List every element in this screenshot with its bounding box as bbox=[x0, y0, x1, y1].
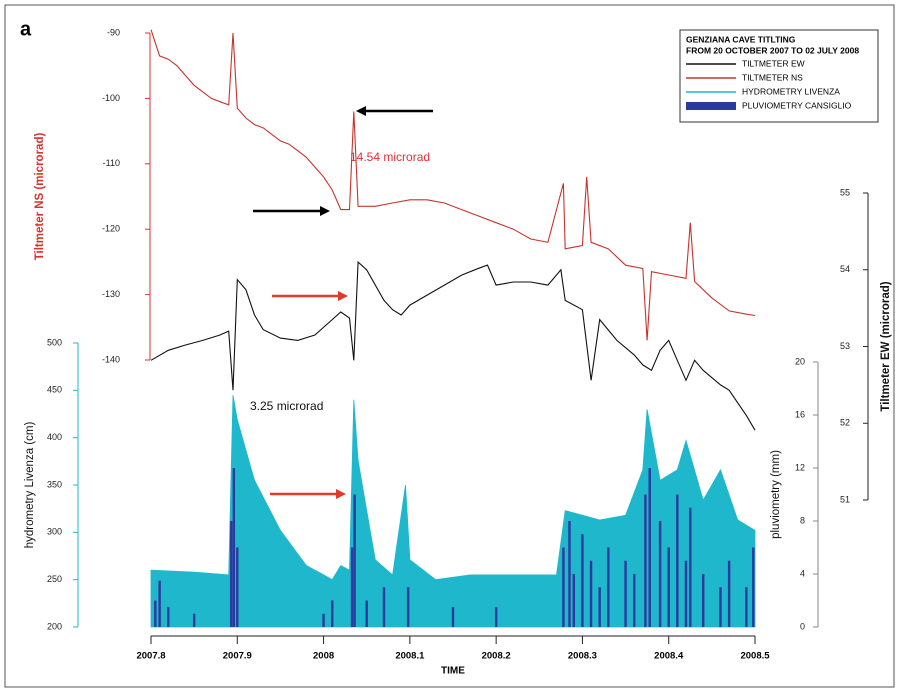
y-tick-label: 350 bbox=[47, 479, 62, 489]
y-tick-label: 12 bbox=[795, 462, 805, 472]
rain-bar bbox=[154, 600, 157, 627]
rain-bar bbox=[382, 587, 386, 627]
rain-bar bbox=[719, 587, 722, 627]
rain-bar bbox=[581, 534, 584, 627]
y-tick-label: 450 bbox=[47, 385, 62, 395]
rain-bar bbox=[684, 560, 688, 627]
y-tick-label: -140 bbox=[102, 354, 120, 364]
rain-bar bbox=[365, 600, 368, 627]
rain-bar bbox=[658, 521, 662, 627]
rain-bar bbox=[633, 574, 636, 627]
y-tick-label: 400 bbox=[47, 432, 62, 442]
rain-bar bbox=[598, 587, 601, 627]
y-tick-label: 54 bbox=[840, 264, 850, 274]
legend-title: FROM 20 OCTOBER 2007 TO 02 JULY 2008 bbox=[686, 45, 859, 55]
y-tick-label: 20 bbox=[795, 356, 805, 366]
legend-swatch bbox=[686, 102, 736, 110]
rain-bar bbox=[568, 521, 571, 627]
y-tick-label: 4 bbox=[800, 568, 805, 578]
rain-bar bbox=[752, 547, 755, 627]
rain-bar bbox=[232, 468, 236, 627]
rain-bar bbox=[406, 587, 410, 627]
legend-label: TILTMETER EW bbox=[742, 58, 805, 68]
x-tick-label: 2008.2 bbox=[482, 651, 511, 662]
rain-bar bbox=[158, 580, 161, 627]
rain-bar bbox=[607, 547, 610, 627]
rain-bar bbox=[322, 613, 325, 627]
legend-label: PLUVIOMETRY CANSIGLIO bbox=[742, 100, 852, 110]
annotation: 14.54 microrad bbox=[350, 150, 430, 164]
y-tick-label: -130 bbox=[102, 289, 120, 299]
y-tick-label: -120 bbox=[102, 224, 120, 234]
arrows bbox=[253, 106, 433, 499]
y-tick-label: -100 bbox=[102, 93, 120, 103]
rain-bar bbox=[236, 547, 239, 627]
rain-bar bbox=[572, 574, 575, 627]
x-tick-label: 2008.1 bbox=[395, 651, 425, 662]
legend-label: TILTMETER NS bbox=[742, 72, 803, 82]
x-axis-label: TIME bbox=[441, 666, 465, 677]
x-tick-label: 2008.5 bbox=[740, 651, 770, 662]
rain-bar bbox=[494, 607, 498, 627]
y-tick-label: 8 bbox=[800, 515, 805, 525]
y-axis-label: Tiltmeter NS (microrad) bbox=[34, 133, 46, 261]
y-tick-label: 55 bbox=[840, 187, 850, 197]
rain-bar bbox=[167, 607, 170, 627]
rain-bar bbox=[562, 547, 565, 627]
frame bbox=[4, 4, 895, 688]
y-axis-label: Tiltmeter EW (microrad) bbox=[880, 281, 892, 411]
rain-bar bbox=[451, 607, 455, 627]
y-tick-label: 51 bbox=[840, 494, 850, 504]
x-tick-label: 2007.9 bbox=[223, 651, 252, 662]
y-tick-label: -90 bbox=[107, 27, 120, 37]
x-tick-label: 2008 bbox=[313, 651, 334, 662]
y-axis-label: hydrometry Livenza (cm) bbox=[24, 422, 36, 549]
rain-bar bbox=[689, 507, 692, 627]
rain-bar bbox=[353, 494, 356, 627]
y-tick-label: 300 bbox=[47, 527, 62, 537]
rain-bar bbox=[350, 547, 354, 627]
rain-bar bbox=[727, 560, 731, 627]
rain-bar bbox=[676, 494, 679, 627]
rain-bar bbox=[648, 468, 651, 627]
series-line bbox=[150, 260, 756, 431]
rain-bar bbox=[702, 574, 705, 627]
rain-bar bbox=[331, 600, 334, 627]
rain-bar bbox=[644, 494, 647, 627]
y-tick-label: 200 bbox=[47, 621, 62, 631]
y-tick-label: -110 bbox=[103, 158, 120, 168]
rain-bar bbox=[589, 560, 593, 627]
panel-label: a bbox=[20, 18, 32, 40]
plot-area bbox=[150, 29, 756, 628]
y-tick-label: 16 bbox=[795, 409, 805, 419]
rain-bar bbox=[745, 587, 748, 627]
y-tick-label: 0 bbox=[800, 621, 805, 631]
annotation: 3.25 microrad bbox=[250, 399, 323, 413]
rain-bar bbox=[192, 613, 196, 627]
legend-label: HYDROMETRY LIVENZA bbox=[742, 86, 840, 96]
y-tick-label: 500 bbox=[47, 337, 62, 347]
legend-title: GENZIANA CAVE TITLTING bbox=[686, 34, 796, 44]
x-tick-label: 2008.4 bbox=[654, 651, 684, 662]
x-tick-label: 2007.8 bbox=[136, 651, 165, 662]
y-tick-label: 53 bbox=[840, 341, 850, 351]
y-axis-label: pluviometry (mm) bbox=[770, 450, 782, 539]
hydrometry-area bbox=[150, 395, 756, 628]
y-tick-label: 250 bbox=[47, 574, 62, 584]
y-tick-label: 52 bbox=[840, 418, 850, 428]
series-line bbox=[150, 29, 756, 341]
x-tick-label: 2008.3 bbox=[568, 651, 597, 662]
rain-bar bbox=[667, 547, 670, 627]
rain-bar bbox=[624, 560, 627, 627]
rain-bar bbox=[230, 521, 233, 627]
